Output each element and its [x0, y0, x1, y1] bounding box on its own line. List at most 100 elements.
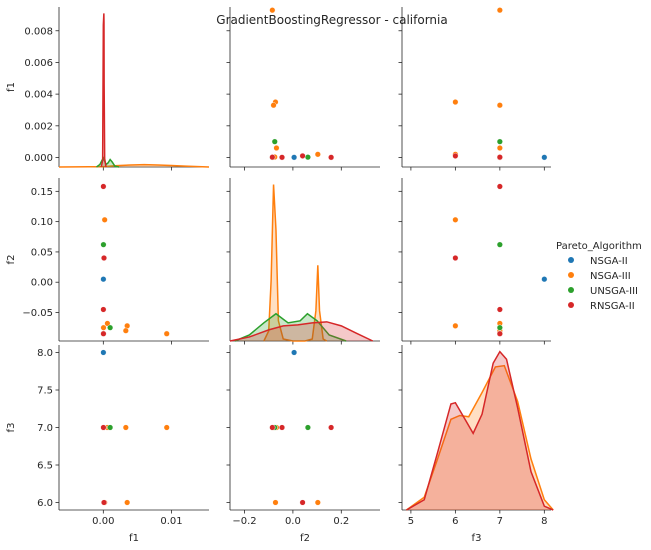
point-nsga-iii [452, 99, 459, 106]
y-tick-label: 0.15 [31, 187, 53, 198]
panel-f2-vs-f1: −0.05 0.00 0.05 0.10 0.15 f2 [6, 178, 209, 345]
point-rnsga-ii [100, 424, 107, 431]
point-unsga-iii [496, 241, 503, 248]
y-tick-label: 0.008 [24, 26, 53, 37]
y-tick-label: 7.5 [37, 386, 53, 397]
panel-f2-vs-f3 [398, 178, 551, 345]
point-unsga-iii [271, 138, 278, 145]
kde-fill-rnsga-ii [406, 351, 554, 510]
point-nsga-iii [101, 216, 108, 223]
point-unsga-iii [304, 154, 311, 161]
x-tick-label: 0.01 [160, 516, 182, 527]
y-axis-label: f2 [6, 255, 17, 265]
legend-label-rnsga-ii: RNSGA-II [590, 301, 635, 312]
y-tick-label: 0.002 [24, 121, 53, 132]
point-rnsga-ii [299, 499, 306, 506]
point-nsga-iii [269, 7, 276, 14]
point-nsga-ii [100, 276, 107, 283]
kde-fill-rnsga-ii [230, 321, 373, 341]
point-rnsga-ii [496, 154, 503, 161]
legend-marker-nsga-ii [568, 257, 574, 263]
point-nsga-iii [452, 216, 459, 223]
point-nsga-iii [272, 499, 279, 506]
x-tick-label: −0.2 [232, 516, 256, 527]
panel-grid: 0.0000.0020.0040.0060.008f1−0.050.000.05… [6, 7, 554, 544]
kde-fill-unsga-iii [234, 313, 347, 341]
panel-f3-vs-f3: 5 6 7 8 f3 [398, 345, 554, 544]
point-nsga-iii [122, 327, 129, 334]
chart-title: GradientBoostingRegressor - california [216, 13, 447, 27]
x-tick-label: 0.0 [285, 516, 301, 527]
x-tick-label: 0.2 [333, 516, 349, 527]
x-tick-label: 7 [497, 516, 503, 527]
point-rnsga-ii [279, 154, 286, 161]
point-unsga-iii [496, 138, 503, 145]
y-tick-label: 6.0 [37, 498, 53, 509]
point-rnsga-ii [100, 330, 107, 337]
point-nsga-iii [496, 7, 503, 14]
point-nsga-ii [100, 349, 107, 356]
y-tick-label: 0.006 [24, 58, 53, 69]
legend-title: Pareto_Algorithm [556, 241, 642, 252]
point-rnsga-ii [100, 306, 107, 313]
y-tick-label: 0.00 [31, 278, 53, 289]
point-unsga-iii [304, 424, 311, 431]
panel-f2-vs-f2 [226, 178, 380, 345]
point-nsga-ii [291, 349, 298, 356]
legend-label-unsga-iii: UNSGA-III [590, 286, 638, 297]
point-rnsga-ii [269, 424, 276, 431]
point-nsga-ii [541, 154, 548, 161]
panel-f3-vs-f2: −0.2 0.0 0.2 f2 [226, 345, 380, 544]
kde-line-unsga-iii [234, 312, 347, 342]
point-rnsga-ii [328, 154, 335, 161]
y-tick-label: 0.05 [31, 247, 53, 258]
y-tick-label: 7.0 [37, 423, 53, 434]
x-axis-label: f3 [472, 533, 482, 544]
point-nsga-iii [124, 499, 131, 506]
x-axis-label: f2 [300, 533, 310, 544]
point-unsga-iii [107, 324, 114, 331]
point-nsga-ii [541, 276, 548, 283]
point-nsga-iii [273, 144, 280, 151]
y-tick-label: −0.05 [22, 308, 53, 319]
point-nsga-iii [163, 330, 170, 337]
point-rnsga-ii [452, 152, 459, 159]
kde-line-rnsga-ii [229, 321, 374, 342]
point-rnsga-ii [269, 154, 276, 161]
panel-f1-vs-f2 [226, 7, 380, 171]
point-nsga-iii [314, 499, 321, 506]
y-tick-label: 8.0 [37, 348, 53, 359]
x-axis-label: f1 [129, 533, 139, 544]
y-tick-label: 6.5 [37, 461, 53, 472]
point-unsga-iii [496, 324, 503, 331]
point-rnsga-ii [496, 306, 503, 313]
point-nsga-ii [291, 154, 298, 161]
kde-fill-nsga-iii [59, 164, 209, 167]
point-rnsga-ii [100, 254, 107, 261]
x-tick-label: 5 [408, 516, 414, 527]
legend-marker-unsga-iii [568, 287, 574, 293]
point-rnsga-ii [496, 330, 503, 337]
panel-f1-vs-f3 [398, 7, 551, 171]
point-rnsga-ii [328, 424, 335, 431]
point-nsga-iii [452, 322, 459, 329]
kde-line-rnsga-ii [406, 350, 554, 511]
y-tick-label: 0.000 [24, 153, 53, 164]
x-tick-label: 8 [541, 516, 547, 527]
y-tick-label: 0.10 [31, 217, 53, 228]
legend-label-nsga-iii: NSGA-III [590, 271, 631, 282]
point-nsga-iii [270, 102, 277, 109]
point-rnsga-ii [100, 499, 107, 506]
y-tick-label: 0.004 [24, 90, 53, 101]
point-nsga-iii [104, 320, 111, 327]
point-nsga-iii [496, 144, 503, 151]
kde-line-nsga-iii [406, 364, 554, 511]
panel-f3-vs-f1: 0.00 0.01 6.0 6.5 7.0 7.5 8.0 f1 f3 [6, 345, 209, 544]
point-rnsga-ii [279, 424, 286, 431]
panel-f1-vs-f1: 0.000 0.002 0.004 0.006 0.008 f1 [6, 7, 210, 171]
x-tick-label: 0.00 [92, 516, 114, 527]
legend: Pareto_Algorithm NSGA-II NSGA-III UNSGA-III… [556, 241, 642, 312]
kde-line-rnsga-ii [100, 13, 107, 168]
kde-line-nsga-iii [263, 184, 328, 342]
